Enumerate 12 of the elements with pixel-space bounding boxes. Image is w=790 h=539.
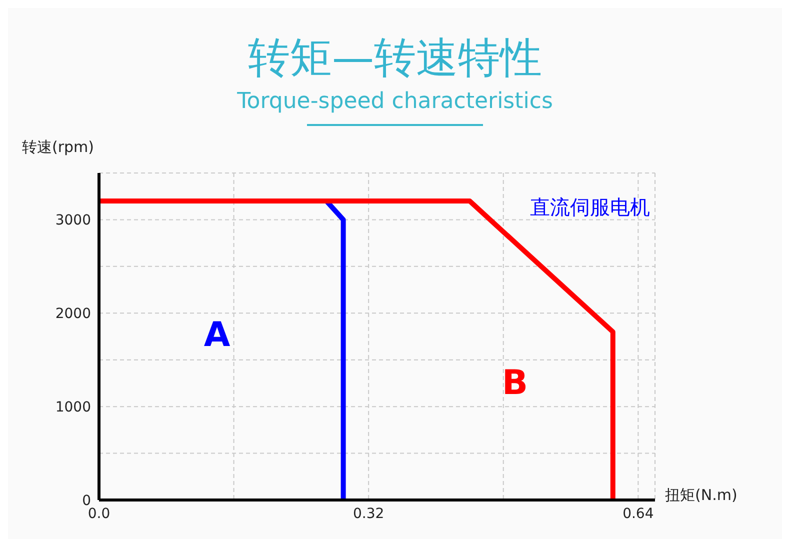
x-tick-label: 0.64 bbox=[622, 506, 654, 522]
y-tick-label: 2000 bbox=[55, 306, 91, 322]
chart-subtitle: Torque-speed characteristics bbox=[236, 88, 554, 116]
text: A bbox=[204, 315, 231, 355]
x-axis-title: 扭矩(N.m) bbox=[665, 486, 738, 505]
x-tick-label: 0.32 bbox=[352, 506, 384, 522]
text: B bbox=[502, 363, 528, 403]
chart-title: 转矩—转速特性 bbox=[247, 32, 543, 84]
y-axis-title: 转速(rpm) bbox=[22, 138, 94, 157]
y-tick-label: 1000 bbox=[55, 400, 91, 416]
annotation: 直流伺服电机 bbox=[530, 195, 650, 219]
y-tick-label: 3000 bbox=[55, 212, 91, 229]
